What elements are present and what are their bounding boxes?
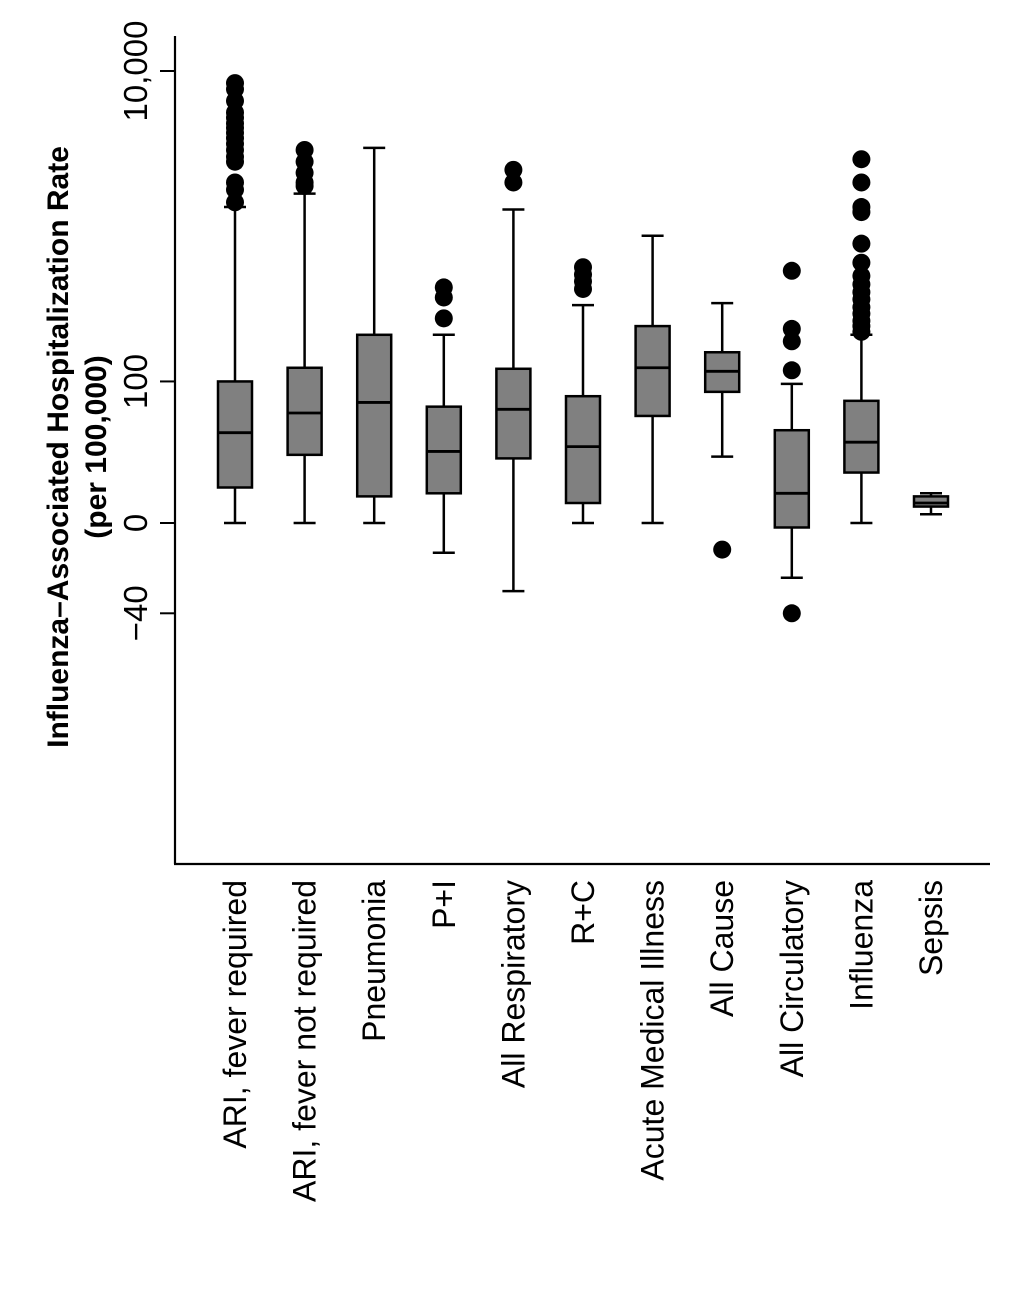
x-category-label: Acute Medical Illness: [635, 880, 671, 1181]
outlier-point: [782, 361, 801, 380]
box-iqr: [216, 380, 254, 489]
box-group: [634, 234, 671, 525]
box-group: [912, 492, 950, 516]
box-iqr: [495, 367, 532, 460]
box-iqr: [912, 495, 950, 508]
y-tick-label: 0: [117, 514, 154, 532]
outlier-point: [782, 261, 801, 280]
box-group: [286, 140, 323, 525]
outlier-point: [504, 173, 523, 192]
box-group: [216, 74, 254, 525]
x-category-label: ARI, fever not required: [287, 880, 323, 1202]
box-group: [843, 150, 880, 525]
y-axis-title-line1: Influenza–Associated Hospitalization Rat…: [42, 146, 75, 748]
outlier-point: [504, 160, 523, 179]
x-category-label: Pneumonia: [356, 880, 392, 1042]
box-group: [703, 301, 741, 559]
outlier-point: [852, 266, 871, 285]
y-tick-label: 100: [117, 354, 154, 409]
box-group: [425, 278, 463, 554]
box-group: [495, 160, 532, 593]
outlier-point: [782, 319, 801, 338]
y-axis-title-line2: (per 100,000): [80, 355, 113, 538]
x-category-label: All Respiratory: [495, 880, 531, 1088]
x-category-label: P+I: [426, 880, 462, 929]
x-category-label: R+C: [565, 880, 601, 945]
x-category-label: All Cause: [704, 880, 740, 1017]
outlier-point: [782, 332, 801, 351]
box-group: [355, 146, 393, 525]
outlier-point: [852, 234, 871, 253]
outlier-point: [713, 540, 732, 559]
outlier-point: [295, 140, 314, 159]
y-tick-label: −40: [117, 585, 154, 641]
boxes: [216, 74, 950, 623]
box-iqr: [425, 405, 463, 495]
x-category-label: Influenza: [843, 880, 879, 1010]
x-category-label: Sepsis: [913, 880, 949, 976]
x-category-label: All Circulatory: [774, 880, 810, 1077]
box-iqr: [634, 324, 671, 418]
y-axis-ticks: −40 0 100 10,000: [117, 21, 175, 641]
x-category-label: ARI, fever required: [217, 880, 253, 1149]
y-tick-label: 10,000: [117, 21, 154, 122]
box-group: [564, 258, 602, 525]
outlier-point: [226, 74, 244, 93]
outlier-point: [226, 173, 244, 192]
outlier-point: [434, 309, 453, 328]
box-iqr: [355, 333, 393, 498]
box-iqr: [843, 399, 880, 474]
box-iqr: [773, 428, 811, 529]
outlier-point: [226, 193, 244, 212]
outlier-point: [434, 278, 453, 297]
box-iqr: [286, 366, 323, 457]
box-group: [773, 261, 811, 623]
outlier-point: [852, 253, 871, 272]
category-labels: ARI, fever required ARI, fever not requir…: [217, 880, 949, 1202]
outlier-point: [574, 258, 592, 277]
outlier-point: [852, 198, 871, 217]
outlier-point: [782, 604, 801, 623]
box-iqr: [564, 394, 602, 505]
outlier-point: [852, 150, 871, 169]
outlier-point: [852, 173, 871, 192]
